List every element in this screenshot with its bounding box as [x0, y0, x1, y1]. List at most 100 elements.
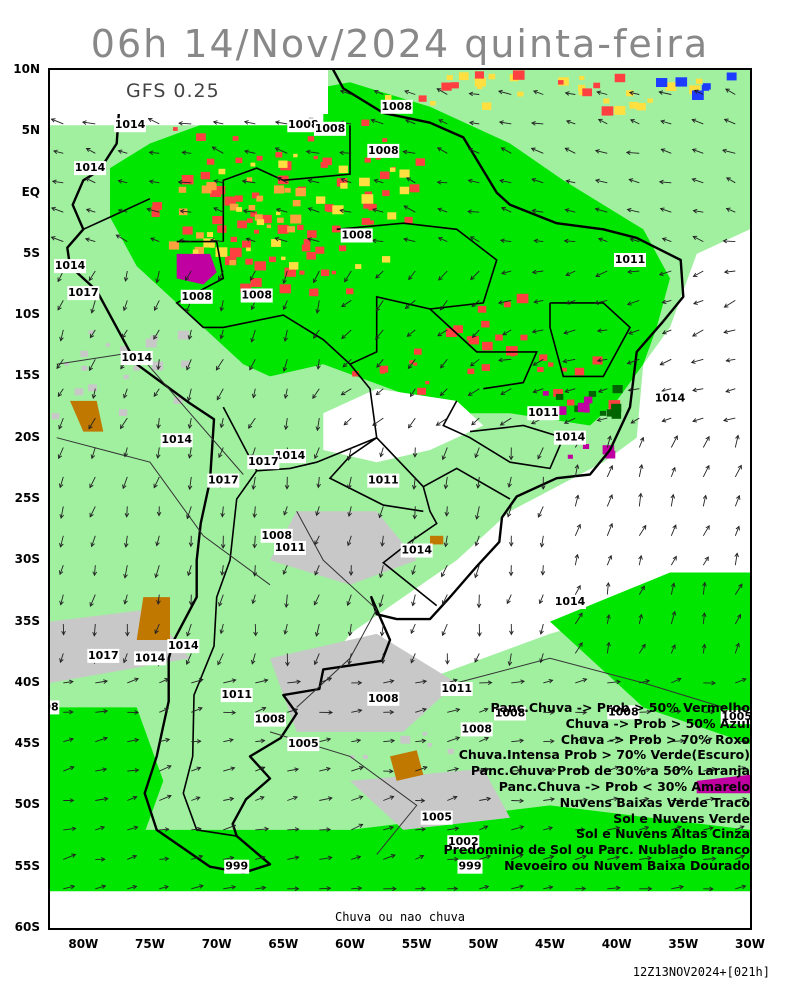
wind-arrowhead [606, 641, 611, 647]
wind-arrow [403, 238, 416, 243]
wind-arrow [726, 208, 736, 213]
wind-arrow [306, 150, 320, 154]
wind-arrowhead [645, 767, 651, 772]
border-line [422, 467, 511, 500]
precip-cell [284, 187, 291, 193]
wind-arrowhead [326, 737, 332, 742]
precip-cell [232, 136, 239, 141]
wind-arrow [340, 90, 352, 95]
wind-arrowhead [50, 206, 56, 212]
precip-cell [206, 158, 215, 165]
wind-arrowhead [89, 512, 94, 518]
wind-arrowhead [275, 207, 281, 213]
wind-arrowhead [539, 658, 544, 664]
precip-cell [599, 410, 607, 416]
precip-cell [339, 245, 347, 252]
wind-arrowhead [615, 825, 621, 831]
wind-arrowhead [644, 825, 650, 831]
wind-arrow [566, 120, 576, 125]
wind-arrowhead [313, 600, 318, 606]
precip-cell [250, 278, 262, 287]
wind-arrow [479, 768, 489, 772]
isobar-label-bg [380, 99, 413, 114]
wind-arrowhead [471, 302, 477, 308]
wind-arrow [471, 300, 480, 307]
wind-arrowhead [736, 613, 742, 619]
legend-entry: Sol e Nuvens Verde [613, 810, 750, 826]
wind-arrow [445, 535, 448, 547]
precip-cell [689, 85, 701, 95]
wind-arrow [51, 118, 64, 125]
wind-arrowhead [499, 178, 505, 184]
wind-arrowhead [440, 363, 445, 369]
border-line [328, 437, 424, 513]
wind-arrowhead [539, 630, 544, 635]
wind-arrow [408, 359, 416, 369]
wind-arrow [498, 299, 512, 304]
wind-arrowhead [532, 90, 538, 95]
weather-patch [430, 535, 444, 545]
precip-cell [582, 88, 592, 97]
wind-arrowhead [691, 332, 697, 337]
precip-cell [516, 293, 529, 304]
precip-cell [412, 706, 424, 716]
wind-arrow [412, 594, 416, 606]
map-frame: 1014 1014 1008 1008 1008 1008 1008 1014 1017 1008… [48, 68, 752, 930]
wind-arrowhead [519, 798, 525, 804]
wind-arrow [186, 653, 192, 665]
wind-arrowhead [705, 464, 710, 470]
wind-arrowhead [537, 512, 542, 518]
wind-arrow [638, 525, 647, 537]
wind-arrow [89, 476, 96, 488]
wind-arrow [595, 208, 608, 213]
wind-arrow [639, 826, 649, 831]
wind-arrow [284, 623, 288, 635]
wind-arrow [315, 623, 320, 637]
wind-arrowhead [484, 736, 490, 742]
wind-arrowhead [184, 276, 190, 281]
wind-arrowhead [615, 736, 621, 741]
wind-arrow [56, 359, 64, 369]
wind-arrowhead [264, 826, 270, 832]
wind-arrow [287, 828, 299, 831]
wind-arrowhead [375, 390, 381, 396]
wind-arrow [479, 885, 489, 890]
wind-arrowhead [443, 542, 449, 548]
wind-arrow [598, 388, 608, 393]
wind-arrow [671, 826, 682, 831]
wind-arrow [244, 121, 256, 125]
wind-arrowhead [502, 331, 508, 336]
wind-arrow [157, 359, 160, 370]
page-title: 06h 14/Nov/2024 quinta-feira [90, 22, 710, 66]
wind-arrowhead [156, 600, 161, 605]
wind-arrowhead [740, 854, 746, 859]
isobar-label: 1014 [401, 544, 432, 557]
wind-arrow [702, 556, 709, 566]
precip-cell [702, 83, 711, 90]
wind-arrowhead [445, 660, 450, 665]
wind-arrowhead [412, 452, 418, 458]
wind-arrowhead [343, 420, 349, 426]
wind-arrow [123, 300, 128, 311]
wind-arrowhead [659, 207, 665, 212]
wind-arrowhead [167, 794, 172, 799]
wind-arrowhead [548, 826, 554, 831]
wind-arrow [284, 388, 288, 399]
wind-arrow [319, 767, 331, 772]
wind-arrow [349, 623, 352, 636]
wind-arrowhead [436, 180, 442, 185]
border-line [336, 222, 498, 310]
wind-arrow [415, 740, 426, 743]
wind-arrow [607, 797, 618, 801]
wind-arrow [597, 358, 608, 362]
wind-arrow [153, 329, 160, 340]
precip-cell [583, 407, 590, 413]
wind-arrowhead [215, 365, 221, 371]
wind-arrow [415, 708, 427, 713]
isobar-line [56, 437, 271, 586]
wind-arrowhead [725, 207, 731, 212]
wind-arrowhead [282, 569, 287, 575]
wind-arrowhead [693, 89, 699, 94]
isobar-label: 1008 [241, 289, 272, 302]
wind-arrow [415, 680, 427, 684]
